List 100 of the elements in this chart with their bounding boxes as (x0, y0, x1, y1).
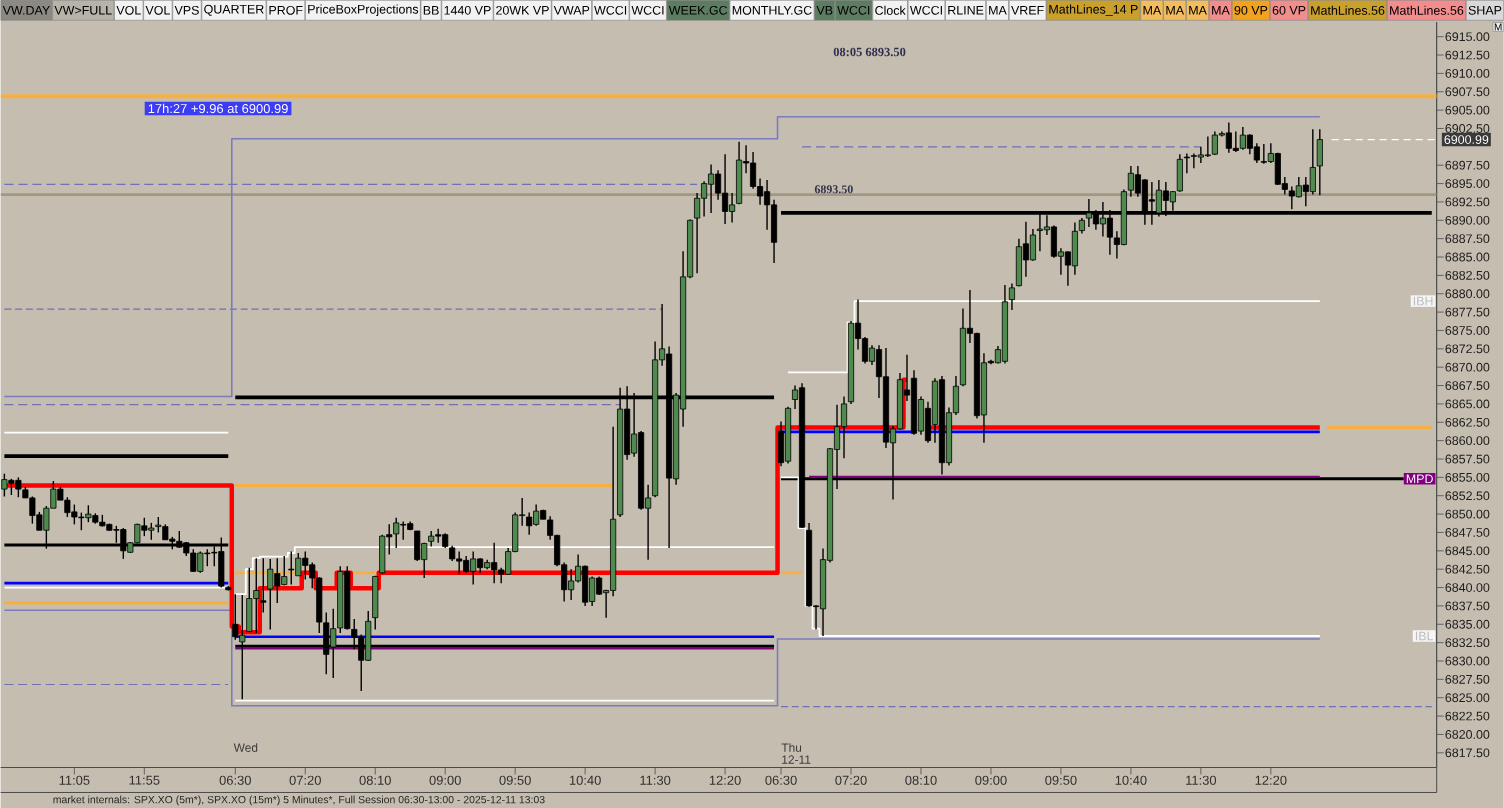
annotation: 12-11 (782, 755, 811, 764)
y-tick-label: 6855.00 (1445, 472, 1490, 482)
text: 6900.99 (1444, 134, 1489, 144)
y-tick-label: 6885.00 (1445, 252, 1490, 262)
text: MathLines_14 P (1049, 4, 1138, 16)
y-tick-label: 6820.00 (1445, 729, 1490, 739)
text: PriceBoxProjections (308, 4, 419, 16)
text: BB (423, 5, 439, 15)
y-tick-label: 6825.00 (1445, 693, 1490, 702)
y-tick-label: 6830.00 (1445, 656, 1490, 666)
candlestick (260, 557, 267, 613)
ref-line-label: 6893.50 (814, 185, 853, 194)
text: WEEK.GC (668, 5, 728, 15)
y-tick-label: 6850.00 (1445, 509, 1490, 519)
text: MathLines.56 (1390, 5, 1464, 15)
y-tick-label: 6897.50 (1445, 160, 1490, 170)
annotation: IBL (1415, 631, 1434, 641)
text: VW>FULL (54, 5, 112, 15)
y-tick-label: 6865.00 (1445, 399, 1490, 409)
x-tick-label: 09:50 (499, 775, 531, 785)
text: PROF (269, 5, 303, 15)
y-tick-label: 6842.50 (1445, 564, 1490, 574)
y-tick-label: 6867.50 (1445, 380, 1490, 390)
y-tick-label: 6882.50 (1445, 270, 1490, 280)
y-tick-label: 6840.00 (1445, 582, 1490, 592)
y-tick-label: 6892.50 (1445, 197, 1490, 207)
text: WCCI (631, 5, 664, 15)
y-tick-label: 6890.00 (1445, 215, 1490, 225)
y-tick-label: 6862.50 (1445, 417, 1490, 427)
x-tick-label: 11:55 (129, 775, 160, 785)
text: VPS (174, 5, 199, 15)
annotation: MPD (1406, 474, 1433, 483)
text: 20WK VP (496, 5, 549, 15)
x-tick-label: 08:10 (905, 775, 937, 785)
annotation: Wed (233, 742, 258, 752)
text: MONTHLY.GC (732, 5, 812, 15)
y-tick-label: 6912.50 (1445, 50, 1490, 60)
text: M (1494, 23, 1502, 31)
text: VOL (116, 5, 141, 15)
x-tick-label: 11:30 (640, 775, 671, 785)
y-tick-label: 6902.50 (1445, 123, 1490, 133)
y-tick-label: 6915.00 (1445, 32, 1490, 41)
annotation: 08:05 6893.50 (833, 47, 906, 56)
annotation: Thu (781, 742, 802, 752)
text: VW.DAY (2, 5, 50, 15)
y-tick-label: 6877.50 (1445, 307, 1490, 317)
annotation: IBH (1413, 296, 1433, 306)
x-tick-label: 09:00 (975, 775, 1007, 785)
y-tick-label: 6852.50 (1445, 491, 1490, 500)
y-tick-label: 6910.00 (1445, 68, 1490, 78)
y-tick-label: 6822.50 (1445, 711, 1490, 721)
y-tick-label: 6895.00 (1445, 178, 1490, 188)
text: market internals: SPX.XO (5m*), SPX.XO (15m*) 5 Minutes*, Full Session 06:30-13:00 - 2025-12-11 13:03 (53, 795, 545, 806)
text: MathLines.56 (1311, 5, 1385, 15)
text: MA (1189, 5, 1207, 15)
y-tick-label: 6905.00 (1445, 105, 1490, 115)
x-tick-label: 08:10 (359, 775, 391, 785)
y-tick-label: 6907.50 (1445, 87, 1490, 96)
x-tick-label: 11:30 (1186, 775, 1217, 785)
text: Clock (875, 5, 906, 15)
text: WCCI (909, 5, 942, 15)
text: VOL (145, 5, 170, 15)
x-tick-label: 06:30 (219, 775, 251, 785)
y-tick-label: 6845.00 (1445, 546, 1490, 555)
y-tick-label: 6872.50 (1445, 344, 1490, 353)
text: WCCI (837, 5, 870, 15)
y-tick-label: 6880.00 (1445, 289, 1490, 298)
text: WCCI (594, 5, 627, 15)
text: MA (989, 5, 1007, 15)
y-tick-label: 6827.50 (1445, 674, 1490, 684)
x-tick-label: 07:20 (289, 775, 321, 785)
y-tick-label: 6887.50 (1445, 234, 1490, 243)
x-tick-label: 10:40 (1115, 775, 1147, 785)
x-tick-label: 07:20 (835, 775, 867, 785)
y-tick-label: 6870.00 (1445, 362, 1490, 372)
y-tick-label: 6832.50 (1445, 638, 1490, 647)
text: 90 VP (1234, 5, 1268, 15)
x-tick-label: 09:50 (1045, 775, 1077, 785)
text: VREF (1011, 5, 1044, 15)
text: VB (816, 5, 833, 15)
text: 60 VP (1272, 5, 1306, 15)
text: RLINE (948, 5, 984, 15)
x-tick-label: 09:00 (429, 775, 461, 785)
x-tick-label: 12:20 (709, 775, 741, 785)
x-tick-label: 06:30 (765, 775, 797, 785)
candlestick (1008, 282, 1016, 311)
y-tick-label: 6817.50 (1445, 748, 1490, 757)
y-tick-label: 6835.00 (1445, 619, 1490, 629)
y-tick-label: 6860.00 (1445, 436, 1490, 445)
y-tick-label: 6875.00 (1445, 325, 1490, 335)
annotation: 17h:27 +9.96 at 6900.99 (148, 103, 288, 113)
text: MA (1143, 5, 1162, 15)
text: MA (1166, 5, 1185, 15)
text: VWAP (553, 5, 590, 15)
text: MA (1212, 5, 1230, 15)
x-tick-label: 12:20 (1255, 775, 1287, 785)
y-tick-label: 6837.50 (1445, 601, 1490, 611)
text: 1440 VP (444, 5, 491, 15)
x-tick-label: 11:05 (59, 775, 90, 785)
x-tick-label: 10:40 (569, 775, 601, 785)
